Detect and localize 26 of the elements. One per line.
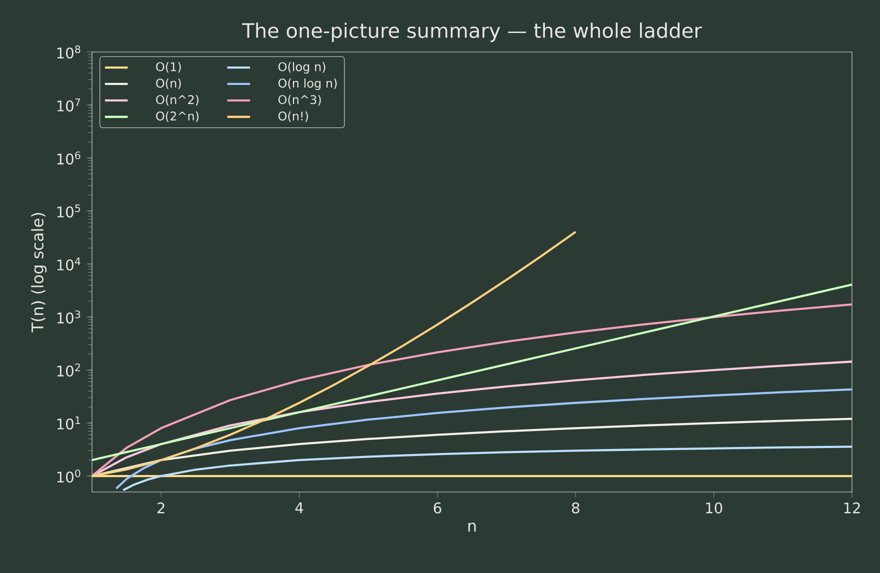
legend-label: O(1)	[156, 62, 181, 73]
legend-label: O(n^3)	[278, 94, 321, 106]
legend-label: O(n^2)	[156, 94, 199, 106]
legend-label: O(log n)	[278, 62, 326, 74]
y-tick-label: 10$^{1}$	[57, 416, 80, 430]
y-tick-label: 10$^{8}$	[57, 45, 80, 59]
y-axis-title: T(n) (log scale)	[31, 213, 47, 332]
x-tick-label: 12	[844, 502, 860, 514]
y-tick-label: 10$^{3}$	[57, 310, 80, 324]
y-tick-label: 10$^{7}$	[57, 98, 80, 112]
x-tick-label: 2	[158, 502, 164, 514]
x-axis-title: n	[468, 522, 476, 532]
x-tick-label: 10	[706, 502, 722, 514]
legend-label: O(n log n)	[278, 78, 337, 90]
x-tick-label: 4	[295, 502, 304, 514]
y-tick-label: 10$^{2}$	[57, 363, 80, 377]
x-tick-label: 6	[434, 502, 442, 514]
y-tick-label: 10$^{6}$	[57, 151, 80, 165]
legend-label: O(n)	[156, 78, 181, 90]
chart-title: The one-picture summary — the whole ladder	[242, 22, 702, 42]
legend-label: O(2^n)	[156, 111, 199, 122]
x-tick-label: 8	[572, 502, 580, 514]
legend-label: O(n!)	[278, 111, 308, 122]
y-tick-label: 10$^{4}$	[57, 258, 80, 271]
y-tick-label: 10$^{5}$	[57, 204, 80, 218]
y-tick-label: 10$^{0}$	[57, 469, 80, 483]
